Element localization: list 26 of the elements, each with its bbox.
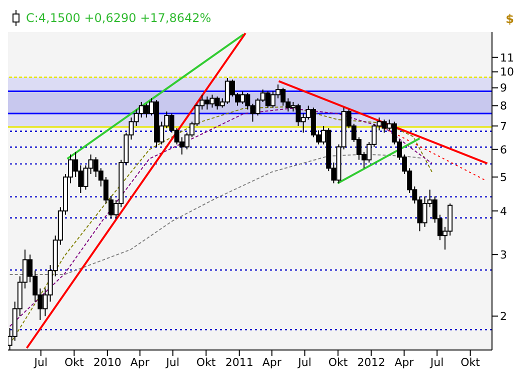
y-tick-label: 9 xyxy=(500,82,507,95)
y-tick-label: 3 xyxy=(500,248,507,262)
y-tick-label: 2 xyxy=(500,310,507,324)
y-axis-title: $ xyxy=(506,12,514,26)
x-tick-label: Okt xyxy=(328,356,348,369)
y-tick-label: 10 xyxy=(500,66,514,79)
x-tick-label: Jul xyxy=(33,356,48,369)
x-tick-label: Okt xyxy=(196,356,216,369)
y-tick-label: 6 xyxy=(500,143,507,156)
x-tick-label: 2011 xyxy=(225,356,254,369)
x-tick-label: 2010 xyxy=(93,356,122,369)
y-tick-label: 7 xyxy=(500,120,507,133)
x-tick-label: Jul xyxy=(297,356,312,369)
x-tick-label: 2012 xyxy=(357,356,386,369)
x-tick-label: Okt xyxy=(460,356,481,369)
x-tick-label: Apr xyxy=(394,356,414,369)
x-tick-label: Apr xyxy=(130,356,150,369)
y-tick-label: 8 xyxy=(500,100,507,113)
y-tick-label: 11 xyxy=(500,51,514,64)
x-tick-label: Jul xyxy=(429,356,444,369)
x-tick-label: Jul xyxy=(165,356,180,369)
x-tick-label: Apr xyxy=(262,356,282,369)
text: C:4,1500 +0,6290 +17,8642% xyxy=(26,11,212,25)
x-tick-label: Okt xyxy=(64,356,85,369)
y-tick-label: 4 xyxy=(500,204,507,218)
y-tick-label: 5 xyxy=(500,170,507,184)
